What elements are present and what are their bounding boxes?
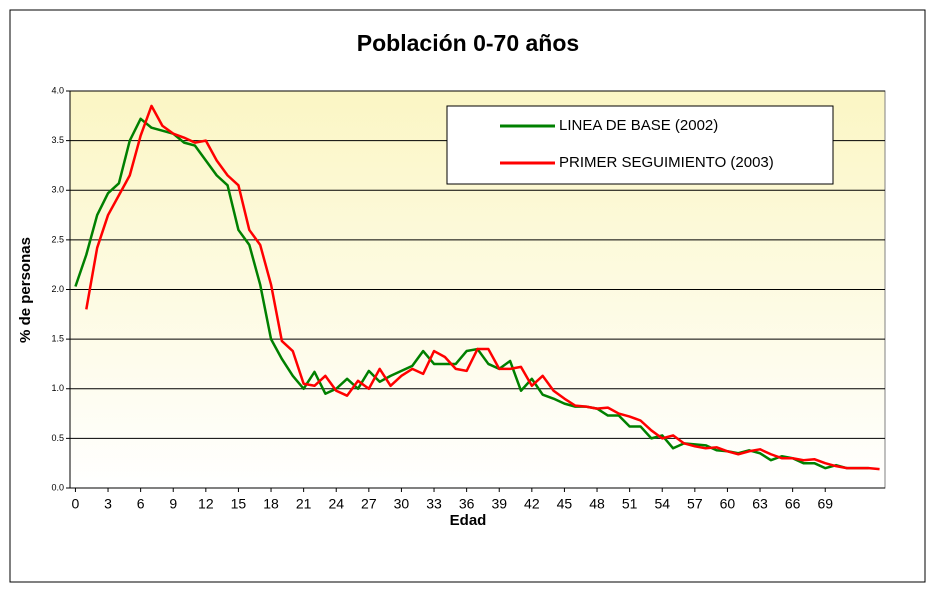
legend-box (446, 105, 834, 185)
y-tick-label: 0.5 (51, 433, 64, 443)
x-tick-label: 6 (137, 496, 145, 512)
y-tick-label: 1.0 (51, 383, 64, 393)
y-tick-label: 0.0 (51, 482, 64, 492)
y-tick-label: 3.0 (51, 185, 64, 195)
y-tick-label: 1.5 (51, 334, 64, 344)
x-tick-label: 18 (263, 496, 279, 512)
x-tick-label: 36 (459, 496, 475, 512)
x-axis-label: Edad (450, 512, 487, 529)
x-tick-label: 60 (720, 496, 736, 512)
x-tick-label: 9 (169, 496, 177, 512)
x-tick-label: 12 (198, 496, 214, 512)
x-tick-label: 3 (104, 496, 112, 512)
y-tick-label: 4.0 (51, 85, 64, 95)
x-tick-label: 69 (817, 496, 833, 512)
x-tick-label: 51 (622, 496, 638, 512)
y-tick-label: 2.5 (51, 234, 64, 244)
chart-title: Población 0-70 años (357, 30, 579, 56)
y-axis-label: % de personas (17, 237, 34, 343)
x-tick-label: 30 (394, 496, 410, 512)
x-tick-label: 27 (361, 496, 377, 512)
x-tick-label: 63 (752, 496, 768, 512)
x-tick-label: 66 (785, 496, 801, 512)
legend-label: PRIMER SEGUIMIENTO (2003) (559, 154, 774, 171)
x-tick-label: 42 (524, 496, 540, 512)
x-tick-label: 33 (426, 496, 442, 512)
y-tick-label: 3.5 (51, 135, 64, 145)
legend-label: LINEA DE BASE (2002) (559, 117, 718, 134)
x-tick-label: 21 (296, 496, 312, 512)
x-tick-label: 0 (72, 496, 80, 512)
x-tick-label: 48 (589, 496, 605, 512)
y-tick-label: 2.0 (51, 284, 64, 294)
x-tick-label: 39 (491, 496, 507, 512)
x-tick-label: 15 (231, 496, 247, 512)
x-tick-label: 57 (687, 496, 703, 512)
series-line (85, 104, 880, 471)
x-tick-label: 54 (654, 496, 670, 512)
x-tick-label: 24 (328, 496, 344, 512)
x-tick-label: 45 (557, 496, 573, 512)
